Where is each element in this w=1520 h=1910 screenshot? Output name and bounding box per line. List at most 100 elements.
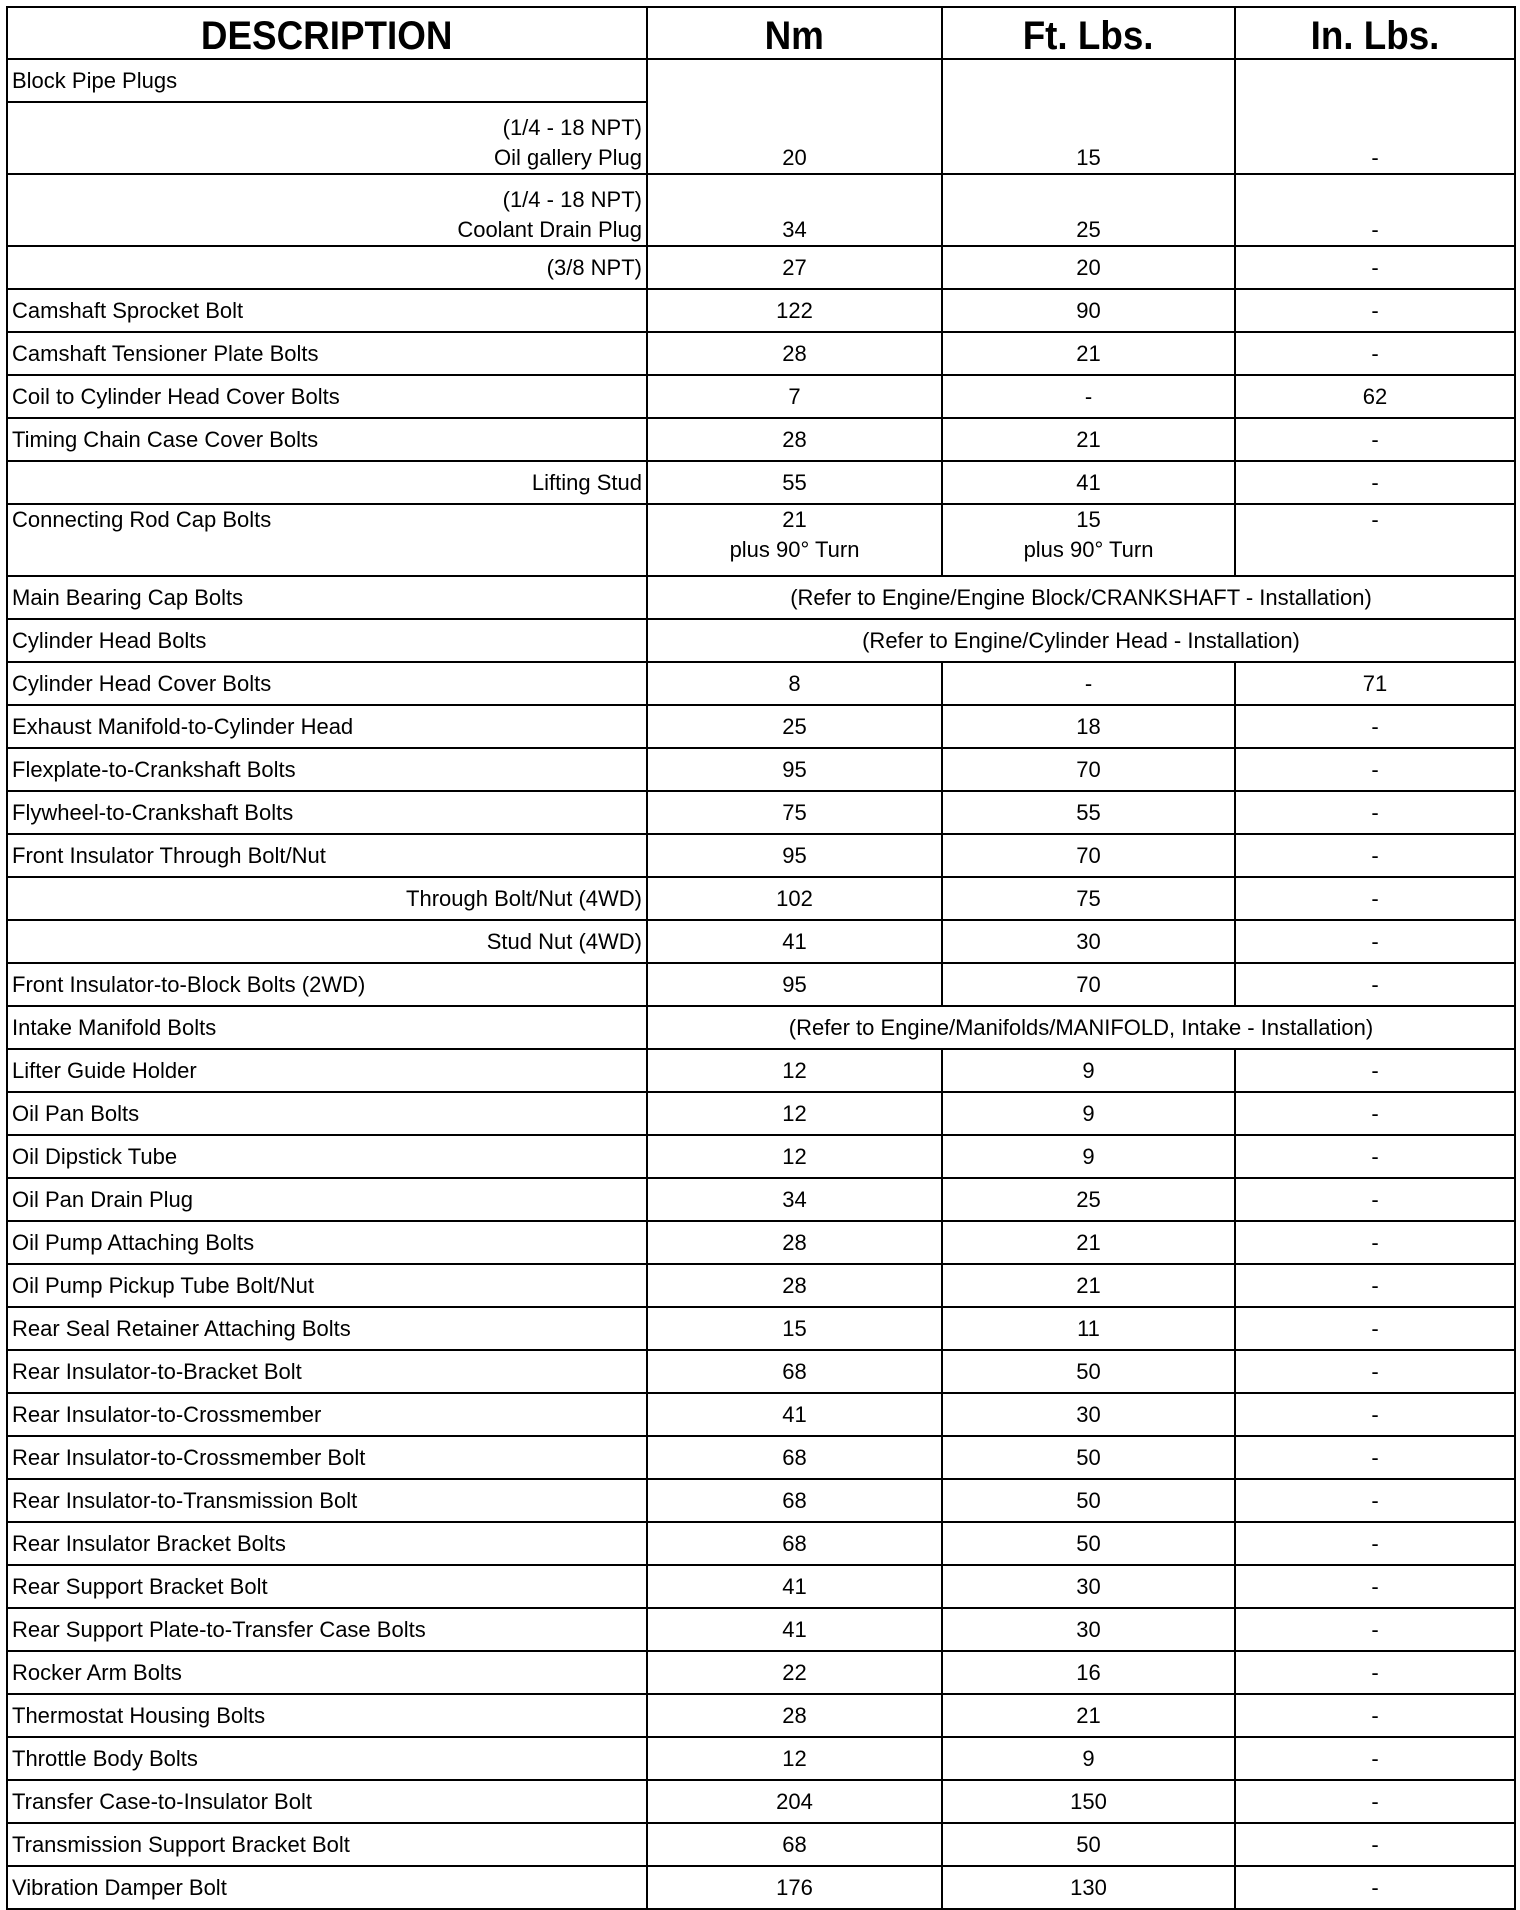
nm-cell: 204: [646, 1779, 943, 1824]
in-lbs-cell: 71: [1234, 661, 1516, 706]
cell-text: 21: [1076, 1229, 1101, 1255]
header-ft-lbs: Ft. Lbs.: [941, 6, 1236, 60]
cell-text: 34: [782, 217, 807, 242]
in-lbs-cell: -: [1234, 1306, 1516, 1351]
table-row: Timing Chain Case Cover Bolts 28 21 -: [6, 417, 1516, 462]
ft-lbs-cell: 50: [941, 1521, 1236, 1566]
in-lbs-cell: -: [1234, 1349, 1516, 1394]
ft-lbs-cell: 25: [941, 173, 1236, 247]
cell-text: 55: [1076, 799, 1101, 825]
in-lbs-cell: -: [1234, 417, 1516, 462]
cell-text: plus 90° Turn: [729, 537, 860, 562]
cell-text: 68: [782, 1530, 807, 1556]
cell-text: -: [1371, 217, 1379, 242]
header-row: DESCRIPTION Nm Ft. Lbs. In. Lbs.: [6, 6, 1516, 60]
table-row: Cylinder Head Bolts (Refer to Engine/Cyli…: [6, 618, 1516, 663]
cell-text: 62: [1362, 383, 1388, 409]
cell-text: 68: [782, 1444, 807, 1470]
cell-text: 95: [782, 756, 807, 782]
table-row: Cylinder Head Cover Bolts 8 - 71: [6, 661, 1516, 706]
cell-text: Rear Insulator-to-Transmission Bolt: [12, 1487, 358, 1513]
cell-text: Rear Seal Retainer Attaching Bolts: [12, 1315, 351, 1341]
table-row: Oil Pan Drain Plug 34 25 -: [6, 1177, 1516, 1222]
cell-text: Cylinder Head Bolts: [12, 627, 207, 653]
ft-lbs-cell: 50: [941, 1349, 1236, 1394]
header-label: In. Lbs.: [1310, 14, 1440, 58]
cell-text: 75: [782, 799, 807, 825]
cell-text: -: [1084, 670, 1093, 696]
header-label: Ft. Lbs.: [1023, 14, 1154, 58]
table-row: Oil Dipstick Tube 12 9 -: [6, 1134, 1516, 1179]
nm-cell: 20: [646, 58, 943, 175]
cell-text: -: [1371, 1745, 1379, 1771]
nm-cell: 28: [646, 331, 943, 376]
ft-lbs-cell: -: [941, 374, 1236, 419]
ft-lbs-cell: 50: [941, 1822, 1236, 1867]
nm-cell: 41: [646, 1607, 943, 1652]
cell-text: 204: [776, 1788, 813, 1814]
ft-lbs-cell: -: [941, 661, 1236, 706]
table-row: Thermostat Housing Bolts 28 21 -: [6, 1693, 1516, 1738]
cell-text: 70: [1076, 756, 1101, 782]
cell-text: Throttle Body Bolts: [12, 1745, 198, 1771]
nm-cell: 75: [646, 790, 943, 835]
cell-text: 68: [782, 1487, 807, 1513]
in-lbs-cell: -: [1234, 1779, 1516, 1824]
ft-lbs-cell: 30: [941, 1564, 1236, 1609]
in-lbs-cell: -: [1234, 1435, 1516, 1480]
cell-text: Rear Insulator-to-Crossmember: [12, 1401, 322, 1427]
nm-cell: 28: [646, 1220, 943, 1265]
cell-text: 30: [1076, 1616, 1101, 1642]
cell-text: -: [1371, 928, 1379, 954]
description-cell: Throttle Body Bolts: [6, 1736, 648, 1781]
cell-text: -: [1371, 254, 1379, 280]
description-cell: Coil to Cylinder Head Cover Bolts: [6, 374, 648, 419]
nm-cell: 41: [646, 1392, 943, 1437]
cell-text: -: [1371, 1616, 1379, 1642]
header-nm: Nm: [646, 6, 943, 60]
header-in-lbs: In. Lbs.: [1234, 6, 1516, 60]
in-lbs-cell: -: [1234, 1177, 1516, 1222]
nm-cell: 28: [646, 417, 943, 462]
cell-text: Rear Insulator Bracket Bolts: [12, 1530, 286, 1556]
cell-text: Timing Chain Case Cover Bolts: [12, 426, 319, 452]
description-cell: Flexplate-to-Crankshaft Bolts: [6, 747, 648, 792]
nm-cell: 25: [646, 704, 943, 749]
cell-text: Front Insulator-to-Block Bolts (2WD): [12, 971, 366, 997]
ft-lbs-cell: 70: [941, 833, 1236, 878]
ft-lbs-cell: 130: [941, 1865, 1236, 1910]
in-lbs-cell: -: [1234, 1564, 1516, 1609]
cell-text: 95: [782, 971, 807, 997]
cell-text: 7: [788, 383, 801, 409]
cell-text: -: [1084, 383, 1093, 409]
cell-text: -: [1371, 1358, 1379, 1384]
cell-text: 102: [776, 885, 813, 911]
cell-text: Flywheel-to-Crankshaft Bolts: [12, 799, 294, 825]
cell-text: 22: [782, 1659, 807, 1685]
description-cell: Cylinder Head Bolts: [6, 618, 648, 663]
cell-text: 28: [782, 1272, 807, 1298]
nm-cell: 68: [646, 1478, 943, 1523]
description-cell: Intake Manifold Bolts: [6, 1005, 648, 1050]
nm-cell: 28: [646, 1693, 943, 1738]
description-cell: Cylinder Head Cover Bolts: [6, 661, 648, 706]
cell-text: 70: [1076, 971, 1101, 997]
nm-cell: 34: [646, 1177, 943, 1222]
description-cell: Rear Insulator-to-Crossmember: [6, 1392, 648, 1437]
cell-text: Oil Pan Bolts: [12, 1100, 140, 1126]
ft-lbs-cell: 9: [941, 1736, 1236, 1781]
in-lbs-cell: -: [1234, 1134, 1516, 1179]
cell-text: 8: [788, 670, 801, 696]
table-row: Front Insulator Through Bolt/Nut 95 70 -: [6, 833, 1516, 878]
ft-lbs-cell: 25: [941, 1177, 1236, 1222]
header-label: DESCRIPTION: [201, 14, 453, 58]
cell-text: Oil gallery Plug: [494, 145, 642, 170]
cell-text: -: [1371, 145, 1379, 170]
cell-text: 21: [1076, 1702, 1101, 1728]
table-row: Rear Insulator-to-Crossmember 41 30 -: [6, 1392, 1516, 1437]
table-row: Flexplate-to-Crankshaft Bolts 95 70 -: [6, 747, 1516, 792]
table-row: Rear Support Plate-to-Transfer Case Bolt…: [6, 1607, 1516, 1652]
description-cell: Rear Insulator-to-Crossmember Bolt: [6, 1435, 648, 1480]
cell-text: 21: [782, 507, 807, 532]
ft-lbs-cell: 11: [941, 1306, 1236, 1351]
